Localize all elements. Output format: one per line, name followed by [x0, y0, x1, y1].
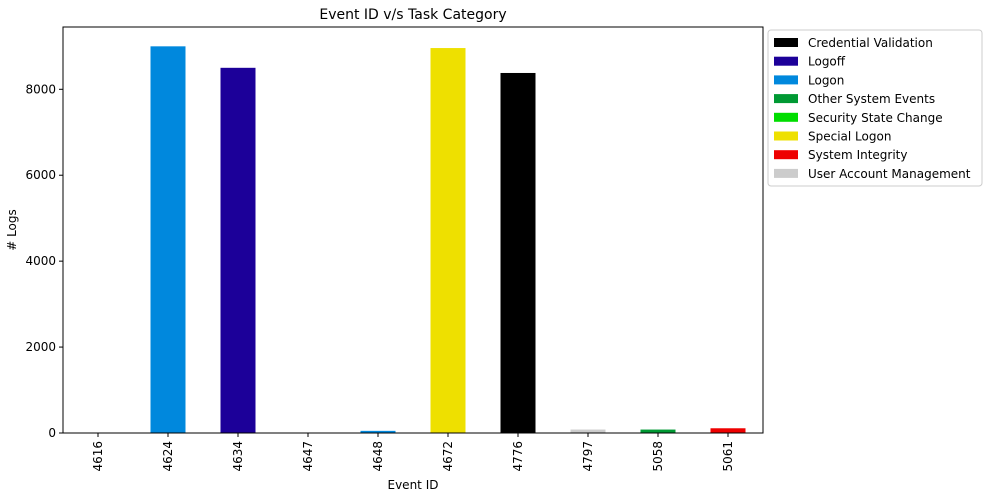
legend-label: Security State Change [808, 111, 943, 125]
y-axis: 0 2000 4000 6000 8000 [25, 82, 63, 440]
plot-frame [62, 26, 764, 434]
y-tick-label: 8000 [25, 82, 56, 96]
legend-label: Logon [808, 73, 844, 87]
x-tick-label: 4634 [231, 441, 245, 472]
x-tick-label: 4624 [161, 441, 175, 472]
y-tick-label: 6000 [25, 168, 56, 182]
y-tick-label: 2000 [25, 340, 56, 354]
x-tick-label: 4672 [441, 441, 455, 472]
x-tick-label: 4776 [511, 441, 525, 472]
x-tick-label: 5058 [651, 441, 665, 472]
bar-5061 [710, 428, 746, 433]
legend-label: Special Logon [808, 130, 891, 144]
legend-label: System Integrity [808, 148, 908, 162]
legend-swatch [774, 75, 798, 85]
legend-swatch [774, 38, 798, 47]
legend-label: User Account Management [808, 167, 971, 181]
bar-4624 [150, 46, 186, 433]
legend-swatch [774, 168, 798, 178]
bars-group [80, 46, 746, 434]
y-tick-label: 0 [48, 426, 56, 440]
legend-swatch [774, 56, 798, 66]
legend-label: Logoff [808, 55, 846, 69]
legend-swatch [774, 94, 798, 104]
legend-swatch [774, 112, 798, 122]
bar-5058 [640, 429, 676, 433]
legend-swatch [774, 150, 798, 160]
bar-4648 [360, 430, 396, 433]
chart-title: Event ID v/s Task Category [319, 7, 506, 23]
bar-4797 [570, 429, 606, 433]
x-tick-label: 4616 [91, 441, 105, 472]
x-axis-label: Event ID [388, 478, 439, 492]
legend-frame [767, 29, 983, 187]
x-tick-label: 5061 [721, 441, 735, 472]
x-axis: 4616 4624 4634 4647 4648 4672 4776 4797 5058 5061 [91, 433, 735, 472]
bar-4634 [220, 67, 256, 433]
x-tick-label: 4648 [371, 441, 385, 472]
legend-label: Other System Events [808, 92, 935, 106]
y-tick-label: 4000 [25, 254, 56, 268]
y-axis-label: # Logs [5, 209, 19, 251]
legend-swatch [774, 131, 798, 141]
bar-4776 [500, 72, 536, 433]
legend-label: Credential Validation [808, 36, 933, 50]
legend: Credential Validation Logoff Logon Other Sy… [767, 29, 983, 187]
bar-4672 [430, 48, 466, 434]
x-tick-label: 4797 [581, 441, 595, 472]
x-tick-label: 4647 [301, 441, 315, 472]
